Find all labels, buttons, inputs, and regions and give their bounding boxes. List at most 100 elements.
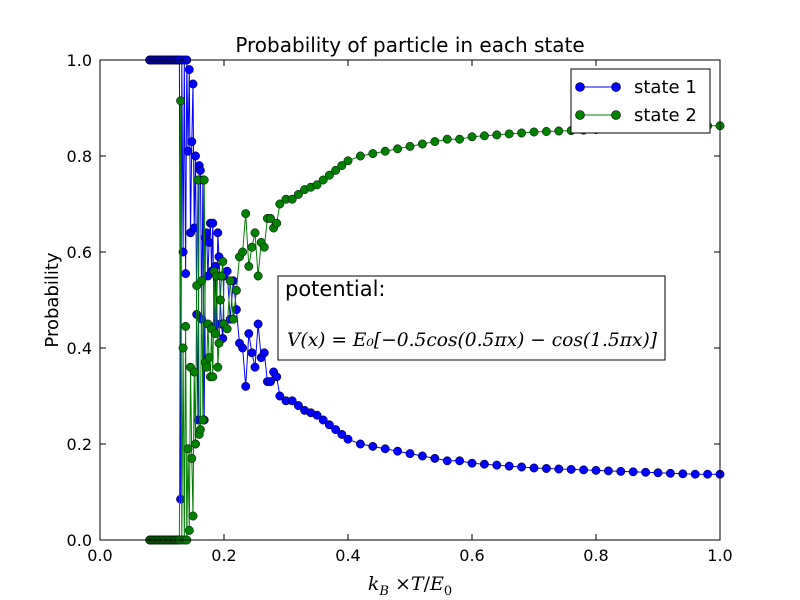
data-point-state-1 xyxy=(628,467,638,477)
data-point-state-1 xyxy=(703,469,713,479)
data-point-state-2 xyxy=(247,242,257,252)
data-point-state-2 xyxy=(554,126,564,136)
data-point-state-1 xyxy=(603,466,613,476)
data-point-state-1 xyxy=(554,464,564,474)
x-tick-label: 0.2 xyxy=(211,546,236,565)
data-point-state-2 xyxy=(442,134,452,144)
data-point-state-2 xyxy=(368,149,378,159)
data-point-state-2 xyxy=(287,194,297,204)
data-point-state-2 xyxy=(380,146,390,156)
data-point-state-2 xyxy=(250,228,260,238)
data-point-state-2 xyxy=(405,141,415,151)
data-point-state-1 xyxy=(616,466,626,476)
y-tick-label: 0.0 xyxy=(67,531,92,550)
data-point-state-1 xyxy=(250,362,260,372)
annotation-formula: V(x) = E₀[−0.5cos(0.5πx) − cos(1.5πx)] xyxy=(287,329,658,351)
data-point-state-1 xyxy=(266,377,275,387)
series-layer xyxy=(145,55,725,545)
data-point-state-2 xyxy=(215,295,225,305)
annotation-box: potential: V(x) = E₀[−0.5cos(0.5πx) − co… xyxy=(277,275,666,361)
data-point-state-1 xyxy=(184,65,194,75)
data-point-state-1 xyxy=(331,425,341,435)
data-point-state-1 xyxy=(244,329,254,339)
legend-marker-state-1 xyxy=(575,82,585,92)
data-point-state-2 xyxy=(213,362,223,372)
data-point-state-1 xyxy=(195,165,205,175)
legend-marker-state-2 xyxy=(611,110,621,120)
data-point-state-1 xyxy=(355,439,365,449)
data-point-state-1 xyxy=(275,391,285,401)
data-point-state-1 xyxy=(368,441,378,451)
data-point-state-1 xyxy=(238,343,248,353)
x-tick-label: 0.8 xyxy=(583,546,608,565)
y-tick-label: 0.4 xyxy=(67,339,92,358)
data-point-state-1 xyxy=(324,420,334,430)
data-point-state-2 xyxy=(393,144,403,154)
data-point-state-2 xyxy=(467,132,477,142)
data-point-state-2 xyxy=(238,247,248,257)
data-point-state-1 xyxy=(566,464,576,474)
data-point-state-2 xyxy=(479,131,489,141)
data-point-state-1 xyxy=(183,146,193,156)
legend-marker-state-1 xyxy=(611,82,621,92)
data-point-state-2 xyxy=(272,218,282,228)
data-point-state-1 xyxy=(504,461,514,471)
y-tick-label: 0.6 xyxy=(67,243,92,262)
data-point-state-2 xyxy=(312,180,322,190)
legend-marker-state-2 xyxy=(575,110,585,120)
data-point-state-2 xyxy=(208,372,218,382)
data-point-state-1 xyxy=(442,456,452,466)
data-point-state-2 xyxy=(343,156,353,166)
data-point-state-1 xyxy=(641,467,651,477)
data-point-state-1 xyxy=(247,348,257,358)
x-tick-label: 0.6 xyxy=(459,546,484,565)
data-point-state-1 xyxy=(181,269,191,279)
data-point-state-1 xyxy=(479,459,489,469)
data-point-state-1 xyxy=(430,453,440,463)
data-point-state-2 xyxy=(214,338,224,348)
data-point-state-2 xyxy=(417,139,427,149)
data-point-state-2 xyxy=(293,189,303,199)
data-point-state-1 xyxy=(579,465,589,475)
data-point-state-2 xyxy=(318,175,328,185)
data-point-state-2 xyxy=(324,170,334,180)
data-point-state-1 xyxy=(665,468,675,478)
chart-title: Probability of particle in each state xyxy=(235,33,584,57)
data-point-state-2 xyxy=(210,329,220,339)
data-point-state-2 xyxy=(191,439,200,449)
data-point-state-1 xyxy=(529,463,539,473)
y-axis-label: Probability xyxy=(42,252,63,347)
data-point-state-1 xyxy=(380,444,390,454)
data-point-state-2 xyxy=(231,285,241,295)
data-point-state-2 xyxy=(218,257,228,267)
data-point-state-1 xyxy=(231,305,241,315)
data-point-state-2 xyxy=(529,127,539,137)
data-point-state-1 xyxy=(187,137,197,147)
data-point-state-1 xyxy=(253,319,263,329)
data-point-state-1 xyxy=(318,415,328,425)
data-point-state-1 xyxy=(343,434,353,444)
y-tick-label: 0.8 xyxy=(67,147,92,166)
data-point-state-1 xyxy=(678,469,688,479)
annotation-heading: potential: xyxy=(285,277,386,301)
legend-frame xyxy=(570,68,711,134)
data-point-state-2 xyxy=(188,511,198,521)
legend-item-state-2: state 2 xyxy=(575,105,697,126)
data-point-state-2 xyxy=(541,127,551,136)
data-point-state-2 xyxy=(199,175,209,185)
y-axis: 0.0 0.2 0.4 0.6 0.8 1.0 xyxy=(67,51,720,550)
legend-item-state-1: state 1 xyxy=(575,77,697,98)
x-axis-label: kB ×T/E0 xyxy=(368,573,452,599)
data-point-state-2 xyxy=(225,276,235,286)
data-point-state-1 xyxy=(272,372,282,382)
data-point-state-2 xyxy=(504,129,514,139)
x-tick-label: 1.0 xyxy=(707,546,732,565)
data-point-state-2 xyxy=(195,425,205,435)
data-point-state-2 xyxy=(197,276,207,286)
data-point-state-2 xyxy=(455,134,465,144)
data-point-state-1 xyxy=(312,410,322,420)
data-point-state-2 xyxy=(253,271,263,281)
data-point-state-2 xyxy=(430,137,440,147)
data-point-state-2 xyxy=(181,321,191,331)
